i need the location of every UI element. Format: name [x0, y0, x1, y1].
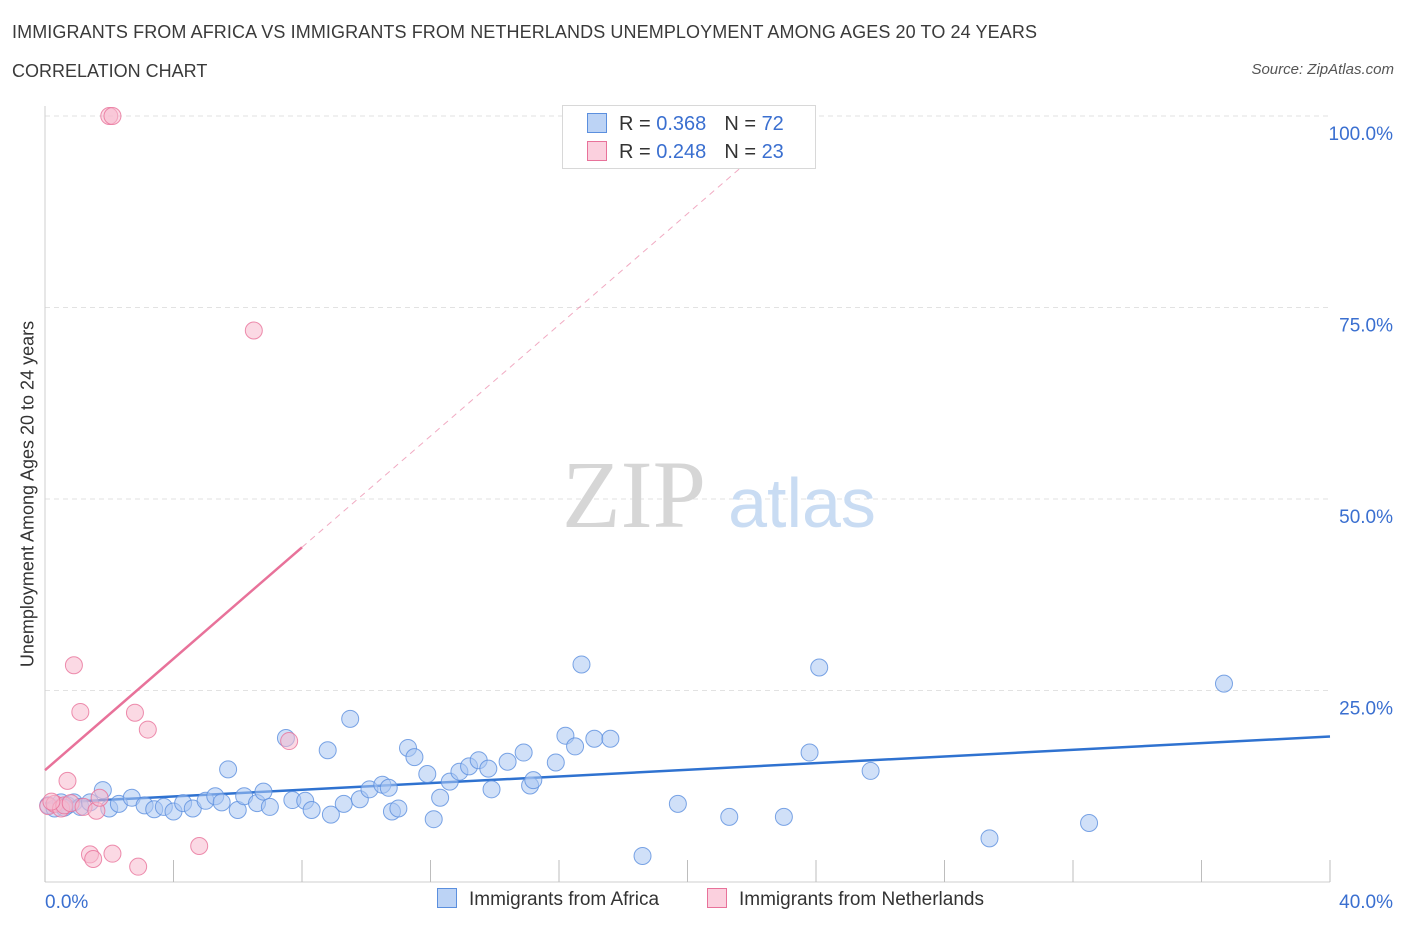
- netherlands-swatch: [587, 141, 607, 161]
- africa-point: [418, 764, 437, 783]
- legend-n-label: N =: [724, 141, 762, 163]
- africa-point: [479, 759, 498, 778]
- africa-point: [341, 709, 360, 728]
- legend-row-africa: R = 0.368 N = 72: [587, 113, 784, 135]
- africa-point: [379, 778, 398, 797]
- y-tick-label: 50.0%: [1339, 507, 1393, 528]
- africa-point: [260, 797, 279, 816]
- netherlands-legend-swatch: [707, 888, 727, 908]
- netherlands-point: [42, 792, 61, 811]
- chart-subtitle: CORRELATION CHART: [12, 61, 208, 81]
- africa-point: [572, 655, 591, 674]
- netherlands-point: [103, 844, 122, 863]
- y-tick-label: 100.0%: [1329, 124, 1394, 145]
- legend-n-value: 72: [761, 113, 784, 135]
- legend-r-value: 0.368: [656, 113, 707, 135]
- africa-point: [633, 846, 652, 865]
- africa-point: [861, 761, 880, 780]
- africa-point: [585, 729, 604, 748]
- stats-legend: R = 0.368 N = 72 R = 0.248 N = 23: [562, 105, 816, 169]
- data-points: [39, 107, 1233, 876]
- africa-point: [601, 729, 620, 748]
- bottom-legend-africa: Immigrants from Africa: [437, 888, 659, 911]
- africa-point: [1214, 674, 1233, 693]
- netherlands-point: [64, 656, 83, 675]
- y-axis-label: Unemployment Among Ages 20 to 24 years: [17, 320, 38, 668]
- legend-n-value: 23: [761, 141, 784, 163]
- africa-point: [318, 741, 337, 760]
- africa-point: [219, 760, 238, 779]
- netherlands-trend-extension: [301, 157, 753, 548]
- y-tick-label: 75.0%: [1339, 316, 1393, 337]
- africa-point: [1080, 814, 1099, 833]
- netherlands-legend-label: Immigrants from Netherlands: [739, 889, 984, 910]
- africa-point: [424, 810, 443, 829]
- tick-labels: 25.0% 50.0% 75.0% 100.0% 0.0% 40.0%: [45, 124, 1393, 913]
- axes: [44, 106, 1331, 883]
- legend-r-label: R =: [619, 113, 657, 135]
- africa-point: [810, 658, 829, 677]
- x-tick-label: 0.0%: [45, 892, 88, 913]
- africa-point: [389, 799, 408, 818]
- netherlands-point: [280, 732, 299, 751]
- africa-point: [546, 753, 565, 772]
- africa-point: [774, 807, 793, 826]
- africa-point: [254, 782, 273, 801]
- legend-r-value: 0.248: [656, 141, 707, 163]
- netherlands-point: [244, 321, 263, 340]
- watermark-zip: ZIP: [562, 441, 706, 548]
- africa-point: [498, 752, 517, 771]
- source-credit: Source: ZipAtlas.com: [1251, 61, 1394, 78]
- legend-row-netherlands: R = 0.248 N = 23: [587, 141, 784, 163]
- bottom-legend-netherlands: Immigrants from Netherlands: [707, 888, 984, 911]
- netherlands-point: [71, 702, 90, 721]
- y-tick-label: 25.0%: [1339, 699, 1393, 720]
- africa-point: [524, 771, 543, 790]
- africa-point: [431, 788, 450, 807]
- watermark: ZIP atlas: [562, 441, 876, 548]
- netherlands-point: [138, 720, 157, 739]
- netherlands-point: [84, 850, 103, 869]
- africa-swatch: [587, 113, 607, 133]
- netherlands-trend-line: [44, 546, 303, 772]
- africa-point: [720, 807, 739, 826]
- netherlands-point: [58, 771, 77, 790]
- x-tick-label: 40.0%: [1339, 892, 1393, 913]
- africa-point: [405, 748, 424, 767]
- africa-point: [566, 737, 585, 756]
- netherlands-point: [125, 703, 144, 722]
- africa-point: [321, 805, 340, 824]
- africa-legend-swatch: [437, 888, 457, 908]
- netherlands-point: [190, 836, 209, 855]
- africa-point: [800, 743, 819, 762]
- chart-title: IMMIGRANTS FROM AFRICA VS IMMIGRANTS FRO…: [12, 22, 1038, 42]
- netherlands-point: [103, 107, 122, 125]
- africa-point: [514, 743, 533, 762]
- netherlands-point: [90, 788, 109, 807]
- legend-r-label: R =: [619, 141, 657, 163]
- africa-point: [212, 793, 231, 812]
- africa-point: [668, 794, 687, 813]
- africa-point: [334, 794, 353, 813]
- africa-point: [302, 800, 321, 819]
- africa-point: [980, 829, 999, 848]
- watermark-atlas: atlas: [728, 464, 876, 542]
- netherlands-point: [129, 857, 148, 876]
- africa-legend-label: Immigrants from Africa: [469, 889, 660, 910]
- legend-n-label: N =: [724, 113, 762, 135]
- africa-point: [482, 780, 501, 799]
